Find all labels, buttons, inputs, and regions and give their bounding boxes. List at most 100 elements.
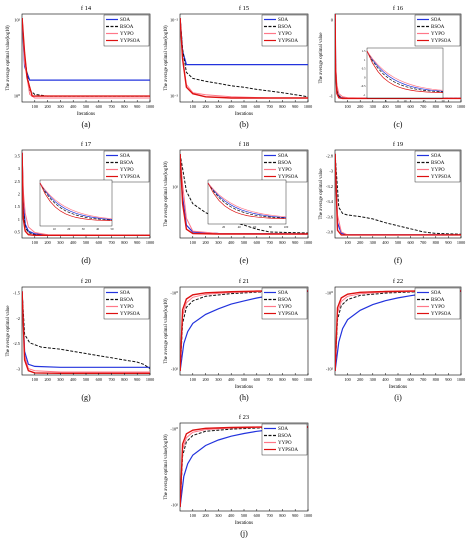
inset-series-line [39, 182, 113, 220]
x-tick-label: 1000 [304, 513, 312, 518]
chart-title: f 18 [239, 141, 249, 148]
legend: SOA BSOA YYPO YYPSOA [414, 14, 461, 47]
panel-caption: (g) [81, 393, 91, 402]
legend-label: YYPO [120, 32, 134, 37]
x-tick-label: 100 [190, 104, 196, 109]
y-tick-label: -10¹ [326, 367, 334, 372]
legend-label: YYPO [120, 168, 134, 173]
x-tick-label: 800 [279, 104, 285, 109]
x-tick-label: 600 [254, 513, 260, 518]
x-tick-label: 400 [228, 377, 234, 382]
x-tick-label: 1000 [146, 240, 154, 245]
x-tick-label: 700 [420, 104, 426, 109]
y-tick-label: -1 [329, 94, 333, 99]
inset-plot: 5 10 15 20 1.5 1 0.5 0 -0.5 -1 [361, 47, 445, 103]
x-tick-label: 500 [83, 377, 89, 382]
legend-label: SOA [278, 427, 288, 432]
y-tick-label: -10¹ [171, 503, 179, 508]
legend-label: YYPO [278, 441, 292, 446]
legend-label: SOA [120, 154, 130, 159]
x-tick-label: 900 [292, 377, 298, 382]
y-tick-label: 1.5 [15, 204, 21, 209]
legend-label: BSOA [120, 161, 134, 166]
chart-title: f 21 [239, 278, 249, 285]
legend: SOA BSOA YYPO YYPSOA [103, 287, 150, 320]
y-tick-label: -2 [16, 316, 20, 321]
legend-label: YYPSOA [431, 175, 451, 180]
series-line-yypsoa [335, 153, 461, 236]
x-axis-label: Iterations [235, 385, 253, 390]
inset-x-tick-label: 60 [253, 225, 257, 229]
x-tick-label: 900 [134, 104, 140, 109]
y-axis-label: The average optimal value(log10) [164, 434, 169, 500]
inset-x-tick-label: 80 [269, 225, 273, 229]
x-tick-label: 800 [121, 377, 127, 382]
y-axis-label: The average optimal value [319, 32, 324, 83]
y-tick-label: 10⁰ [14, 94, 20, 99]
inset-series-line [366, 50, 444, 93]
y-tick-label: -3.8 [326, 230, 334, 235]
x-tick-label: 400 [70, 377, 76, 382]
x-tick-label: 400 [382, 104, 388, 109]
y-tick-label: 2 [18, 192, 20, 197]
chart-panel: f 18 100 200 300 400 500 600 700 800 900 1000 10¹Th… [164, 141, 312, 265]
legend-label: BSOA [120, 25, 134, 30]
legend-label: BSOA [278, 161, 292, 166]
x-tick-label: 400 [228, 240, 234, 245]
chart-title: f 17 [81, 141, 92, 148]
x-tick-label: 800 [433, 104, 439, 109]
inset-y-tick-label: 0 [364, 75, 366, 79]
x-axis-label: Iterations [77, 112, 95, 117]
legend-label: YYPSOA [120, 312, 140, 317]
x-tick-label: 700 [266, 513, 272, 518]
chart-title: f 15 [239, 5, 249, 12]
x-tick-label: 400 [70, 240, 76, 245]
inset-series-line [207, 182, 287, 218]
panel-caption: (e) [240, 256, 249, 265]
x-tick-label: 500 [395, 377, 401, 382]
legend-box [261, 287, 308, 320]
chart-panel: f 17 100 200 300 400 500 600 700 800 900 1000 3.5 3 2… [15, 141, 155, 265]
x-tick-label: 600 [96, 377, 102, 382]
x-tick-label: 800 [433, 377, 439, 382]
chart-panel: f 20 100 200 300 400 500 600 700 800 900 1000 -1.5 -… [6, 278, 154, 402]
inset-frame [39, 179, 113, 227]
inset-x-tick-label: 20 [67, 227, 71, 231]
x-tick-label: 300 [215, 377, 221, 382]
y-tick-label: -3.4 [326, 199, 334, 204]
inset-x-tick-label: 10 [404, 99, 408, 103]
legend-label: SOA [431, 18, 441, 23]
panel-caption: (b) [239, 120, 249, 129]
x-tick-label: 500 [395, 240, 401, 245]
x-tick-label: 800 [121, 104, 127, 109]
y-tick-label: -3 [16, 367, 20, 372]
x-tick-label: 700 [108, 377, 114, 382]
x-tick-label: 200 [357, 240, 363, 245]
legend-label: SOA [278, 291, 288, 296]
legend-label: YYPO [431, 168, 445, 173]
x-tick-label: 700 [420, 377, 426, 382]
legend: SOA BSOA YYPO YYPSOA [261, 14, 308, 47]
legend-label: BSOA [120, 298, 134, 303]
chart-title: f 22 [393, 278, 403, 285]
y-tick-label: 10¹ [172, 184, 178, 189]
inset-y-tick-label: 0.5 [362, 67, 366, 71]
x-tick-label: 500 [83, 240, 89, 245]
x-tick-label: 800 [121, 240, 127, 245]
inset-x-tick-label: 20 [222, 225, 226, 229]
chart-panel: f 19 100 200 300 400 500 600 700 800 900 1000 -2.8 -… [319, 141, 465, 265]
x-tick-label: 600 [96, 104, 102, 109]
panel-caption: (c) [394, 120, 403, 129]
inset-x-tick-label: 100 [284, 225, 289, 229]
y-tick-label: -3.6 [326, 214, 334, 219]
panel-caption: (f) [394, 256, 402, 265]
y-tick-label: -1.5 [13, 291, 21, 296]
x-tick-label: 200 [44, 377, 50, 382]
x-tick-label: 800 [279, 513, 285, 518]
legend-label: SOA [278, 18, 288, 23]
x-tick-label: 500 [241, 377, 247, 382]
series-line-bsoa [180, 17, 308, 98]
x-tick-label: 700 [266, 377, 272, 382]
x-tick-label: 500 [241, 104, 247, 109]
series-line-bsoa [22, 291, 150, 370]
